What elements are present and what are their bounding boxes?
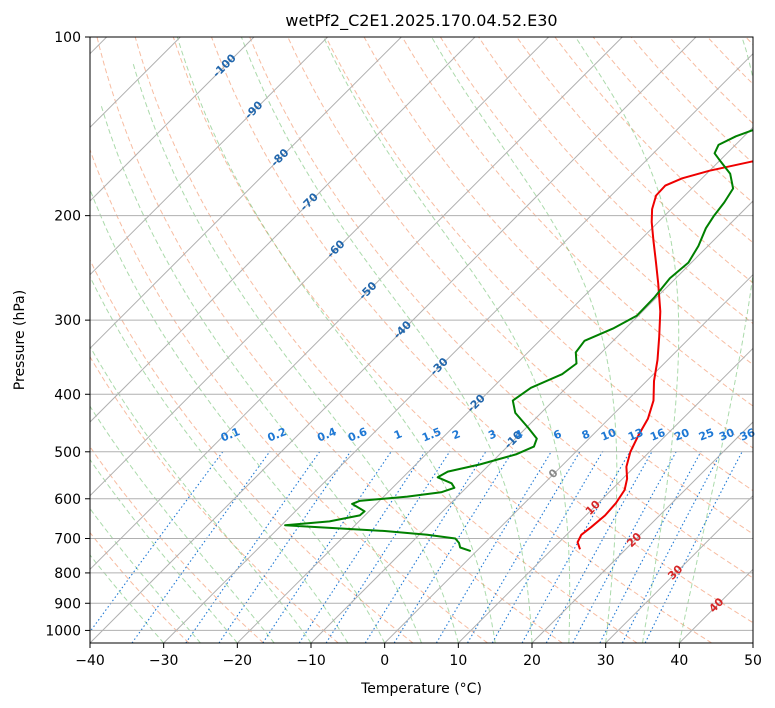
mixing-ratio-line [393, 450, 514, 643]
x-tick-label: −10 [296, 653, 326, 669]
isotherm-line [90, 37, 255, 202]
dry-adiabat [134, 37, 638, 643]
axis-ticks: −40 −30 −20 −10 0 10 20 30 40 50 100 200 300 400 500 60… [45, 30, 762, 669]
chart-title: wetPf2_C2E1.2025.170.04.52.E30 [285, 11, 557, 31]
isotherm-line [90, 37, 402, 350]
y-tick-label: 700 [54, 532, 81, 548]
y-tick-label: 1000 [45, 623, 81, 639]
isotherm-line [90, 37, 623, 571]
isotherm-line [605, 494, 753, 643]
dry-adiabat [287, 37, 753, 535]
x-tick-label: 50 [744, 653, 762, 669]
mixing-ratio-line [131, 450, 271, 643]
moist-adiabat [323, 37, 571, 643]
y-tick-label: 900 [54, 596, 81, 612]
x-tick-label: −30 [149, 653, 179, 669]
isotherm-line [310, 200, 753, 643]
mixing-ratio-label: 3 [486, 427, 498, 442]
y-tick-label: 300 [54, 313, 81, 329]
mixing-ratio-line [364, 450, 487, 643]
y-axis-title: Pressure (hPa) [12, 290, 28, 390]
dry-adiabat [439, 37, 753, 366]
y-tick-label: 200 [54, 209, 81, 225]
mixing-ratio-line [262, 450, 392, 643]
moist-adiabat [678, 37, 753, 643]
x-tick-label: −20 [223, 653, 253, 669]
isotherm-line [384, 273, 753, 643]
isotherm-line [236, 126, 753, 643]
x-tick-label: 30 [597, 653, 615, 669]
mixing-ratio-line [467, 450, 581, 643]
dry-adiabat [90, 258, 414, 643]
mixing-ratio-label: 20 [672, 426, 691, 444]
dry-adiabat [90, 531, 190, 643]
dry-adiabat [592, 37, 753, 204]
isotherm-line [90, 37, 329, 276]
dry-adiabat [211, 37, 753, 624]
y-tick-label: 100 [54, 30, 81, 46]
mixing-ratio-label: 25 [697, 426, 716, 444]
isotherm-line [457, 347, 753, 643]
x-tick-label: −40 [75, 653, 105, 669]
moist-adiabat [90, 345, 312, 643]
mixing-ratio-line [185, 450, 321, 643]
dry-adiabat [96, 37, 563, 643]
background-lines [90, 37, 753, 643]
dry-adiabat [90, 148, 488, 643]
isotherm-line [531, 421, 753, 643]
mixing-ratio-line [521, 450, 631, 643]
mixing-ratio-line [435, 450, 553, 643]
mixing-ratio-label: 2 [450, 427, 462, 442]
dry-adiabat [401, 37, 753, 407]
y-tick-label: 500 [54, 445, 81, 461]
mixing-ratio-line [218, 450, 352, 643]
x-tick-label: 40 [670, 653, 688, 669]
x-tick-label: 20 [523, 653, 541, 669]
y-tick-label: 400 [54, 387, 81, 403]
moist-adiabat [90, 275, 349, 643]
plot-frame [89, 36, 754, 644]
moist-adiabat [176, 37, 496, 643]
y-tick-label: 600 [54, 492, 81, 508]
dry-adiabat [325, 37, 753, 492]
mixing-ratio-line [572, 450, 677, 643]
mixing-ratio-label: 10 [599, 426, 618, 444]
dry-adiabat [478, 37, 753, 325]
x-axis-title: Temperature (°C) [360, 681, 482, 697]
isotherm-line [163, 52, 753, 643]
mixing-ratio-line [491, 450, 604, 643]
temperature-profile-line [576, 160, 753, 550]
moist-adiabat [575, 37, 680, 643]
mixing-ratio-label: 16 [648, 426, 667, 444]
dry-adiabat [172, 37, 712, 643]
dry-adiabat [249, 37, 753, 579]
x-tick-label: 0 [380, 653, 389, 669]
isotherm-line [90, 37, 550, 497]
moist-adiabat [431, 37, 618, 643]
x-tick-label: 10 [449, 653, 467, 669]
moist-adiabat [132, 61, 459, 643]
y-tick-label: 800 [54, 566, 81, 582]
grid-lines [90, 37, 753, 643]
moist-adiabat [100, 104, 422, 643]
mixing-ratio-label: 8 [580, 427, 592, 442]
moist-adiabat [90, 458, 238, 643]
mixing-ratio-label: 13 [626, 426, 645, 444]
dewpoint-profile-line [284, 128, 753, 553]
moist-adiabat [90, 188, 386, 643]
mixing-ratio-line [599, 450, 702, 643]
isotherm-line [90, 37, 697, 643]
isotherm-line [90, 37, 476, 423]
moist-adiabat [90, 405, 275, 643]
moist-adiabat [240, 37, 533, 643]
profile-series [284, 128, 753, 553]
mixing-ratio-label: 30 [717, 426, 736, 444]
mixing-ratio-label: 1 [392, 427, 404, 442]
